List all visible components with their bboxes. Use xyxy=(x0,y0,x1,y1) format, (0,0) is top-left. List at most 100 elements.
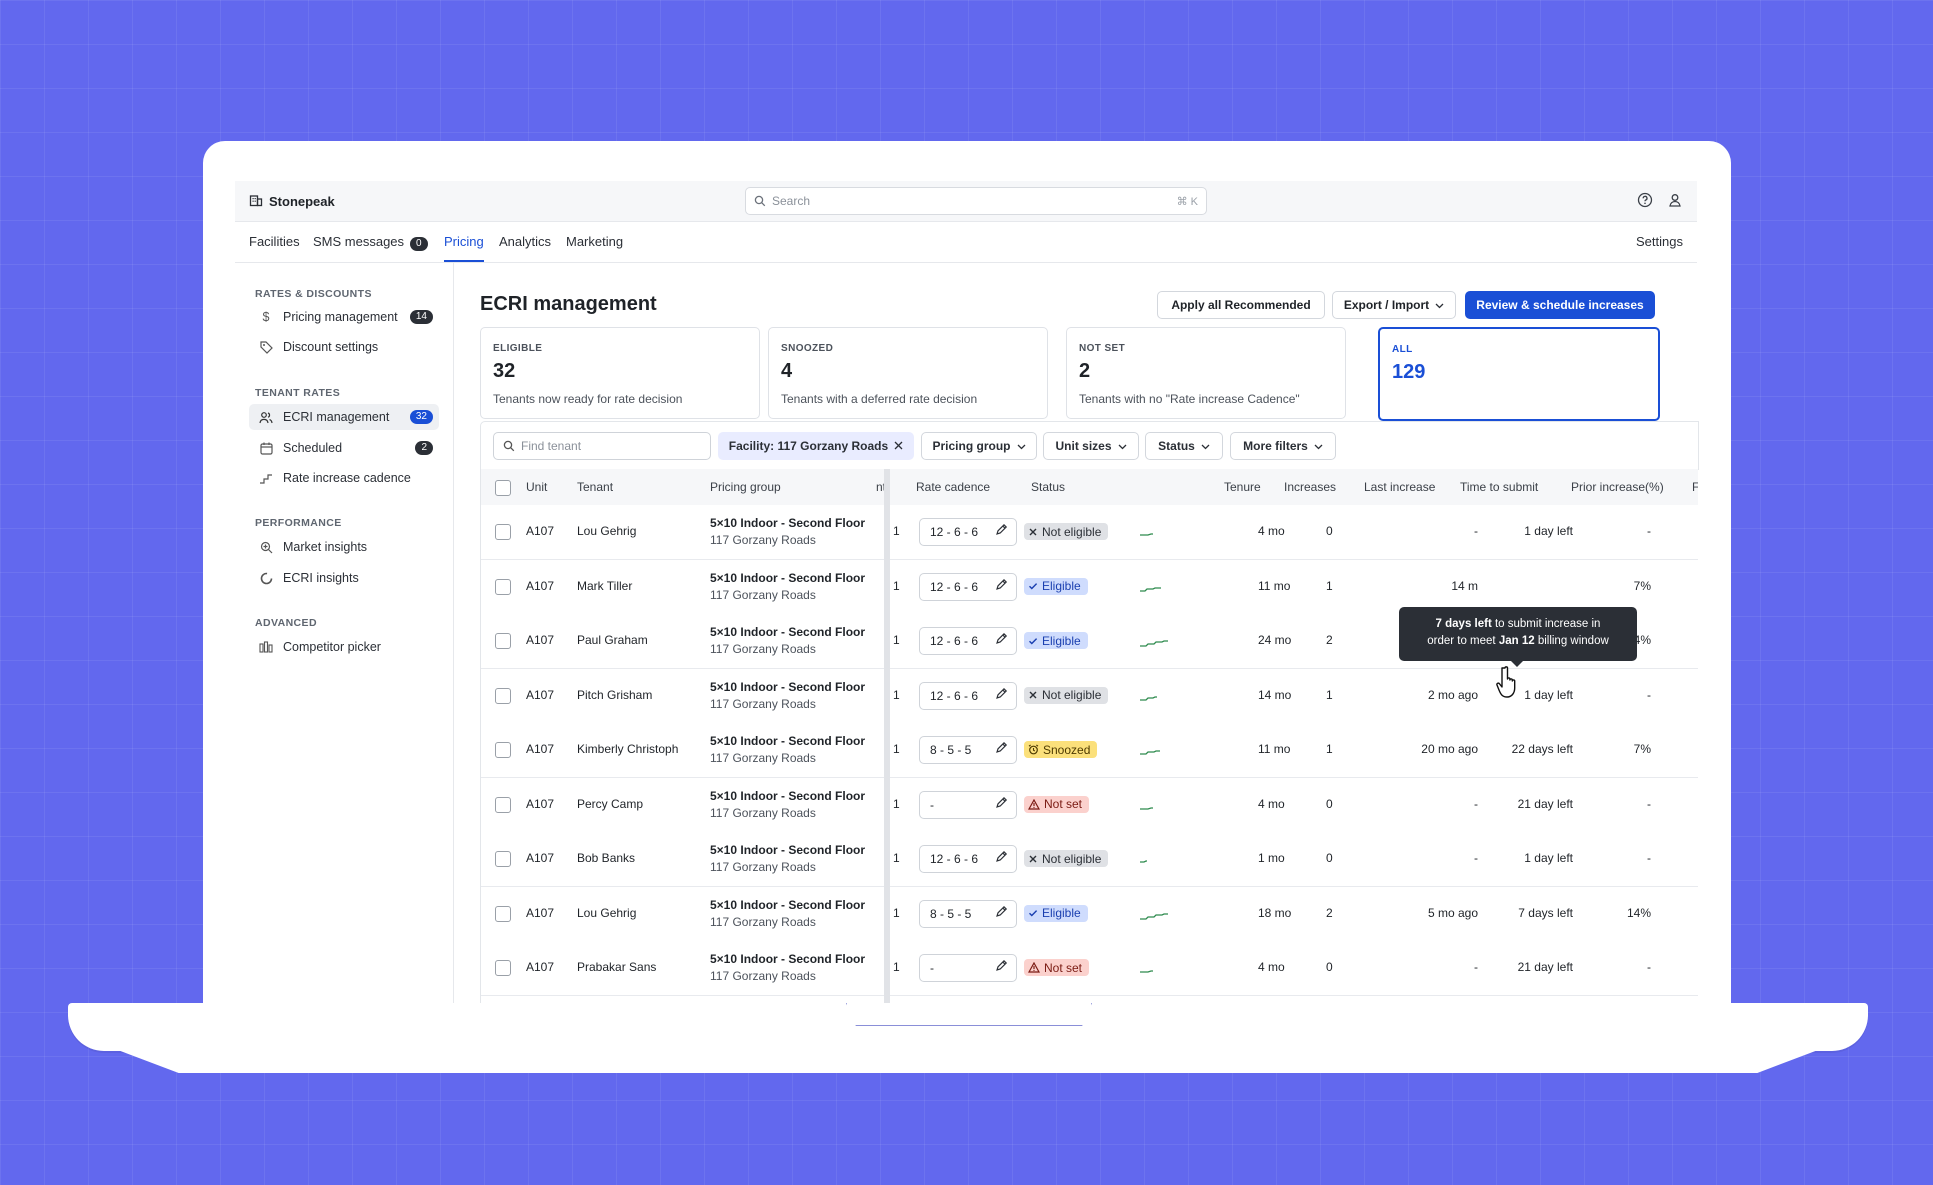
sidebar-item-rate-increase-cadence[interactable]: Rate increase cadence xyxy=(249,465,439,491)
sidebar-item-ecri-management[interactable]: ECRI management 32 xyxy=(249,404,439,430)
rate-cadence-field[interactable]: 12 - 6 - 6 xyxy=(919,572,1017,601)
column-header-tenure[interactable]: Tenure xyxy=(1224,480,1261,494)
increases-cell: 0 xyxy=(1326,851,1333,865)
card-snoozed[interactable]: SNOOZED 4 Tenants with a deferred rate d… xyxy=(768,327,1048,419)
column-header-status[interactable]: Status xyxy=(1031,480,1066,494)
row-checkbox[interactable] xyxy=(495,633,511,649)
tenant-cell[interactable]: Lou Gehrig xyxy=(577,905,637,920)
tab-facilities[interactable]: Facilities xyxy=(249,234,300,249)
pencil-icon[interactable] xyxy=(995,905,1008,921)
column-header-prior-increase[interactable]: Prior increase(%) xyxy=(1571,480,1664,494)
table-row[interactable]: A107 Percy Camp 5×10 Indoor - Second Floor… xyxy=(481,777,1698,833)
sidebar-item-market-insights[interactable]: Market insights xyxy=(249,534,439,560)
status-filter[interactable]: Status xyxy=(1145,432,1223,460)
user-icon[interactable] xyxy=(1667,192,1683,211)
pencil-icon[interactable] xyxy=(995,741,1008,757)
sidebar-item-competitor-picker[interactable]: Competitor picker xyxy=(249,634,439,660)
card-all[interactable]: ALL 129 xyxy=(1378,327,1660,421)
column-header-tenant[interactable]: Tenant xyxy=(577,480,614,494)
rate-cadence-field[interactable]: 8 - 5 - 5 xyxy=(919,736,1017,764)
unit-sizes-filter[interactable]: Unit sizes xyxy=(1043,432,1139,460)
sidebar-item-scheduled[interactable]: Scheduled 2 xyxy=(249,435,439,461)
column-header-increases[interactable]: Increases xyxy=(1284,480,1337,494)
increases-cell: 1 xyxy=(1326,687,1333,702)
tenant-cell[interactable]: Bob Banks xyxy=(577,851,636,865)
review-schedule-increases-button[interactable]: Review & schedule increases xyxy=(1465,291,1655,319)
table-row[interactable]: A107 Pitch Grisham 5×10 Indoor - Second Fl… xyxy=(481,668,1698,724)
pencil-icon[interactable] xyxy=(995,632,1008,648)
tenant-cell[interactable]: Lou Gehrig xyxy=(577,524,637,538)
rate-cadence-field[interactable]: 12 - 6 - 6 xyxy=(919,681,1017,710)
tenant-cell[interactable]: Pitch Grisham xyxy=(577,687,653,702)
truncated-cell: 1 xyxy=(893,742,900,756)
column-header-unit[interactable]: Unit xyxy=(526,480,548,494)
column-header-time-to-submit[interactable]: Time to submit xyxy=(1460,480,1539,494)
tenant-cell[interactable]: Mark Tiller xyxy=(577,578,633,593)
rate-cadence-field[interactable]: 12 - 6 - 6 xyxy=(919,845,1017,873)
row-checkbox[interactable] xyxy=(495,905,511,922)
row-checkbox[interactable] xyxy=(495,578,511,595)
tab-analytics[interactable]: Analytics xyxy=(499,234,552,249)
frozen-column-divider[interactable] xyxy=(884,469,890,1003)
row-checkbox[interactable] xyxy=(495,960,511,976)
column-header-rate-cadence[interactable]: Rate cadence xyxy=(916,480,991,494)
column-header-truncated: nt xyxy=(876,480,887,494)
rate-cadence-field[interactable]: 8 - 5 - 5 xyxy=(919,899,1017,928)
table-row[interactable]: A107 Lou Gehrig 5×10 Indoor - Second Floor… xyxy=(481,505,1698,560)
tenant-cell[interactable]: Percy Camp xyxy=(577,796,644,811)
tenant-cell[interactable]: Paul Graham xyxy=(577,633,648,647)
export-import-button[interactable]: Export / Import xyxy=(1332,291,1456,319)
table-row[interactable]: A107 Prabakar Sans 5×10 Indoor - Second Fl… xyxy=(481,941,1698,996)
help-icon[interactable] xyxy=(1637,192,1653,211)
brand[interactable]: Stonepeak xyxy=(249,193,335,210)
pencil-icon[interactable] xyxy=(995,578,1008,594)
pencil-icon[interactable] xyxy=(995,850,1008,866)
unit-cell: A107 xyxy=(526,524,555,538)
pencil-icon[interactable] xyxy=(995,523,1008,539)
more-filters-button[interactable]: More filters xyxy=(1230,432,1336,460)
pencil-icon[interactable] xyxy=(995,687,1008,703)
row-checkbox[interactable] xyxy=(495,687,511,704)
tab-marketing[interactable]: Marketing xyxy=(566,234,624,249)
row-checkbox[interactable] xyxy=(495,742,511,758)
search-icon xyxy=(503,440,515,452)
card-description: Tenants now ready for rate decision xyxy=(493,392,683,406)
table-row[interactable]: A107 Mark Tiller 5×10 Indoor - Second Floo… xyxy=(481,559,1698,615)
row-checkbox[interactable] xyxy=(495,851,511,867)
trend-sparkline xyxy=(1138,959,1174,980)
search-input[interactable]: Search ⌘ K xyxy=(745,187,1207,215)
chevron-down-icon xyxy=(1118,439,1127,453)
tab-pricing[interactable]: Pricing xyxy=(444,234,484,262)
pencil-icon[interactable] xyxy=(995,959,1008,975)
select-all-checkbox[interactable] xyxy=(495,480,511,496)
tenant-cell[interactable]: Kimberly Christoph xyxy=(577,742,679,756)
sidebar-item-ecri-insights[interactable]: ECRI insights xyxy=(249,565,439,591)
rate-cadence-field[interactable]: 12 - 6 - 6 xyxy=(919,518,1017,546)
row-checkbox[interactable] xyxy=(495,524,511,540)
trend-sparkline xyxy=(1138,850,1174,871)
time-to-submit-cell: 7 days left xyxy=(1518,905,1573,920)
pencil-icon[interactable] xyxy=(995,796,1008,812)
rate-cadence-field[interactable]: - xyxy=(919,790,1017,819)
tab-sms-messages[interactable]: SMS messages 0 xyxy=(313,234,428,251)
status-label: Eligible xyxy=(1042,579,1081,593)
row-checkbox[interactable] xyxy=(495,796,511,813)
sidebar-item-pricing-management[interactable]: $ Pricing management 14 xyxy=(249,304,439,330)
rate-cadence-field[interactable]: 12 - 6 - 6 xyxy=(919,627,1017,655)
find-tenant-input[interactable]: Find tenant xyxy=(493,432,711,460)
card-not-set[interactable]: NOT SET 2 Tenants with no "Rate increase… xyxy=(1066,327,1346,419)
column-header-pricing-group[interactable]: Pricing group xyxy=(710,480,781,494)
table-row[interactable]: A107 Lou Gehrig 5×10 Indoor - Second Floor… xyxy=(481,886,1698,942)
card-eligible[interactable]: ELIGIBLE 32 Tenants now ready for rate d… xyxy=(480,327,760,419)
settings-link[interactable]: Settings xyxy=(1636,234,1683,249)
sidebar-item-discount-settings[interactable]: Discount settings xyxy=(249,334,439,360)
column-header-last-increase[interactable]: Last increase xyxy=(1364,480,1436,494)
apply-all-recommended-button[interactable]: Apply all Recommended xyxy=(1157,291,1325,319)
close-icon[interactable] xyxy=(894,439,903,453)
facility-filter-chip[interactable]: Facility: 117 Gorzany Roads xyxy=(718,432,914,460)
rate-cadence-field[interactable]: - xyxy=(919,954,1017,982)
table-row[interactable]: A107 Kimberly Christoph 5×10 Indoor - Seco… xyxy=(481,723,1698,778)
table-row[interactable]: A107 Bob Banks 5×10 Indoor - Second Floor 1… xyxy=(481,832,1698,887)
tenant-cell[interactable]: Prabakar Sans xyxy=(577,960,657,974)
pricing-group-filter[interactable]: Pricing group xyxy=(921,432,1037,460)
